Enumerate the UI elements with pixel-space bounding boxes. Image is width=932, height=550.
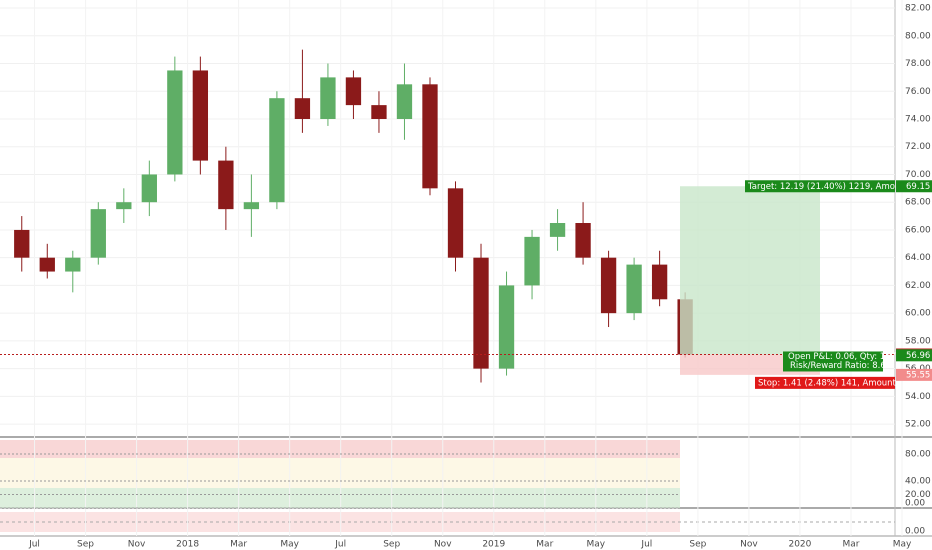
price-tag: 55.55	[906, 370, 930, 380]
y-tick-label: 58.00	[905, 336, 931, 346]
bottom-pane-label: 0.00	[905, 527, 925, 537]
y-tick-label: 66.00	[905, 225, 931, 235]
target-zone	[680, 186, 820, 355]
candle-body	[243, 202, 260, 210]
x-tick-label: May	[587, 540, 606, 550]
y-tick-label: 62.00	[905, 281, 931, 291]
candle-body	[447, 188, 464, 258]
y-tick-label: 76.00	[905, 87, 931, 97]
x-tick-label: Jul	[640, 540, 652, 550]
candle-body	[651, 264, 668, 300]
x-tick-label: Jul	[334, 540, 346, 550]
y-tick-label: 70.00	[905, 170, 931, 180]
candle-body	[549, 223, 566, 237]
y-tick-label: 74.00	[905, 114, 931, 124]
candle-body	[65, 257, 81, 272]
rr-label: Risk/Reward Ratio: 8.65	[790, 361, 891, 371]
y-tick-label: 82.00	[905, 4, 931, 14]
x-tick-label: Sep	[77, 540, 94, 550]
x-tick-label: Jul	[28, 540, 40, 550]
x-tick-label: Sep	[383, 540, 400, 550]
candle-body	[498, 285, 515, 369]
x-tick-label: Nov	[434, 540, 452, 550]
y-tick-label: 68.00	[905, 198, 931, 208]
y-tick-label: 78.00	[905, 59, 931, 69]
price-tag-bg	[896, 180, 932, 193]
price-tag-bg	[896, 349, 932, 362]
x-tick-label: Sep	[689, 540, 706, 550]
price-tag-bg	[896, 368, 932, 381]
candle-body	[294, 98, 311, 119]
oversold-band	[0, 488, 680, 508]
osc-tick-label: 20.00	[905, 490, 931, 500]
target-label: Target: 12.19 (21.40%) 1219, Amount: 315…	[747, 182, 932, 192]
candle-body	[575, 223, 591, 258]
osc-tick-label: 40.00	[905, 477, 931, 487]
x-tick-label: 2019	[482, 540, 505, 550]
osc-tick-label: 80.00	[905, 450, 931, 460]
x-tick-label: Nov	[128, 540, 146, 550]
candle-body	[422, 84, 438, 189]
x-tick-label: May	[280, 540, 299, 550]
candle-body	[90, 209, 106, 258]
candle-body	[14, 229, 30, 258]
y-tick-label: 64.00	[905, 253, 931, 263]
candle-body	[116, 202, 132, 210]
x-tick-label: Mar	[842, 540, 859, 550]
candle-body	[320, 77, 336, 119]
stop-label: Stop: 1.41 (2.48%) 141, Amount: 750.43	[758, 378, 931, 388]
x-tick-label: Mar	[230, 540, 247, 550]
pnl-label-bg	[783, 351, 883, 372]
x-tick-label: Mar	[536, 540, 553, 550]
candle-body	[141, 174, 157, 203]
candle-body	[39, 257, 55, 272]
x-tick-label: Nov	[740, 540, 758, 550]
y-tick-label: 60.00	[905, 309, 931, 319]
stop-label-bg	[755, 376, 895, 389]
y-tick-label: 52.00	[905, 420, 931, 430]
osc-tick-label: 0.00	[905, 499, 925, 509]
price-tag: 56.96	[906, 351, 930, 361]
candle-body	[192, 70, 209, 161]
neutral-band	[0, 458, 680, 488]
x-tick-label: May	[893, 540, 912, 550]
candle-body	[269, 98, 285, 203]
bottom-band	[0, 512, 680, 532]
price-tag: 69.15	[906, 182, 930, 192]
candle-body	[524, 236, 540, 286]
candle-body	[345, 77, 362, 106]
y-tick-label: 54.00	[905, 392, 931, 402]
candle-body	[473, 257, 489, 369]
candle-body	[396, 84, 413, 119]
candle-body	[167, 70, 183, 175]
target-label-bg	[745, 180, 895, 193]
candle-body	[626, 264, 642, 314]
x-tick-label: 2018	[176, 540, 199, 550]
pnl-label: Open P&L: 0.06, Qty: 177	[788, 352, 896, 362]
candle-body	[218, 160, 234, 210]
y-tick-label: 72.00	[905, 142, 931, 152]
overbought-band	[0, 440, 680, 458]
x-tick-label: 2020	[788, 540, 811, 550]
candle-body	[600, 257, 617, 314]
y-tick-label: 80.00	[905, 31, 931, 41]
candle-body	[371, 105, 387, 119]
